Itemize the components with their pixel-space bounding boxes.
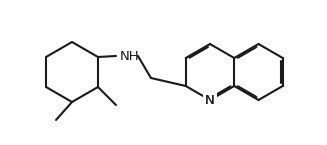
Text: N: N bbox=[205, 94, 215, 106]
Text: NH: NH bbox=[120, 49, 140, 62]
Text: N: N bbox=[205, 94, 215, 106]
